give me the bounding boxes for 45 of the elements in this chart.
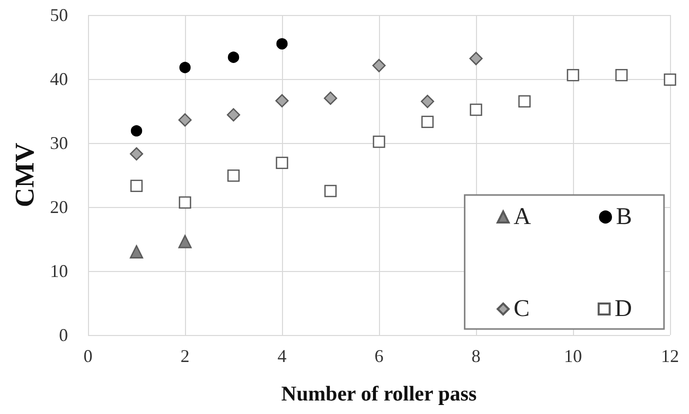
point xyxy=(420,94,434,108)
point xyxy=(372,136,386,148)
point xyxy=(276,38,288,50)
legend-label: C xyxy=(514,296,530,322)
point xyxy=(421,116,434,128)
point xyxy=(178,113,192,127)
point xyxy=(178,196,192,209)
x-tick-label: 8 xyxy=(472,346,480,366)
y-axis-title: CMV xyxy=(10,142,40,208)
point xyxy=(566,69,580,82)
point xyxy=(275,94,289,108)
point xyxy=(227,169,240,182)
legend-label: A xyxy=(514,204,532,230)
point xyxy=(178,234,192,248)
point xyxy=(470,104,482,116)
point xyxy=(130,147,144,161)
point xyxy=(664,73,676,86)
point xyxy=(324,92,338,105)
point xyxy=(179,62,191,74)
x-tick-label: 12 xyxy=(661,346,679,366)
point xyxy=(276,156,288,169)
legend-label: B xyxy=(616,204,632,230)
x-tick-label: 0 xyxy=(84,346,92,366)
y-tick-label: 20 xyxy=(50,197,68,217)
point xyxy=(130,125,142,136)
y-tick-label: 0 xyxy=(59,325,68,345)
point xyxy=(615,69,628,82)
point xyxy=(228,52,240,63)
legend-label: D xyxy=(614,296,632,322)
x-tick-label: 4 xyxy=(278,346,286,366)
point xyxy=(130,180,143,192)
point xyxy=(518,95,531,108)
x-tick-label: 10 xyxy=(564,346,582,366)
point xyxy=(469,52,483,66)
x-axis-title: Number of roller pass xyxy=(281,382,477,406)
point xyxy=(226,108,240,122)
x-tick-label: 6 xyxy=(374,346,384,366)
point xyxy=(372,58,386,72)
y-tick-label: 10 xyxy=(50,261,68,281)
y-tick-label: 40 xyxy=(50,69,68,89)
x-tick-label: 2 xyxy=(180,346,190,366)
y-tick-label: 30 xyxy=(50,133,68,153)
point xyxy=(324,184,337,198)
y-tick-label: 50 xyxy=(50,5,68,25)
point xyxy=(130,245,144,258)
